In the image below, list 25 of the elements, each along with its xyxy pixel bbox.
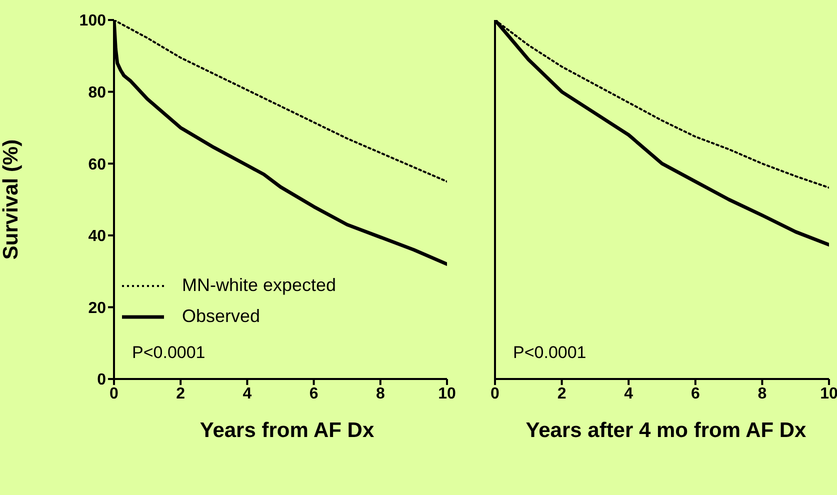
x-tick-label: 6 xyxy=(690,385,700,402)
y-axis-title: Survival (%) xyxy=(0,139,22,260)
x-tick-label: 0 xyxy=(110,385,119,402)
y-tick-label: 60 xyxy=(88,156,106,174)
y-tick-label: 40 xyxy=(88,228,106,246)
x-tick-label: 8 xyxy=(758,385,767,402)
x-tick-label: 6 xyxy=(309,385,318,402)
y-tick-label: 80 xyxy=(88,84,106,102)
legend-label: Observed xyxy=(182,306,260,327)
legend-label: MN-white expected xyxy=(182,275,336,296)
y-tick-label: 100 xyxy=(79,12,106,30)
y-tick-label: 0 xyxy=(97,372,106,389)
x-tick-label: 4 xyxy=(242,385,252,402)
annotation: P<0.0001 xyxy=(132,343,206,363)
x-tick-label: 8 xyxy=(376,385,385,402)
x-tick-label: 4 xyxy=(624,385,634,402)
x-tick-label: 10 xyxy=(438,385,456,402)
y-tick-label: 20 xyxy=(88,300,106,317)
x-tick-label: 2 xyxy=(176,385,186,402)
annotation: P<0.0001 xyxy=(513,343,586,363)
x-axis-title: Years from AF Dx xyxy=(198,418,376,443)
x-tick-label: 2 xyxy=(557,385,566,402)
x-axis-title: Years after 4 mo from AF Dx xyxy=(524,418,808,443)
x-tick-label: 0 xyxy=(490,385,500,402)
x-tick-label: 10 xyxy=(820,385,837,402)
